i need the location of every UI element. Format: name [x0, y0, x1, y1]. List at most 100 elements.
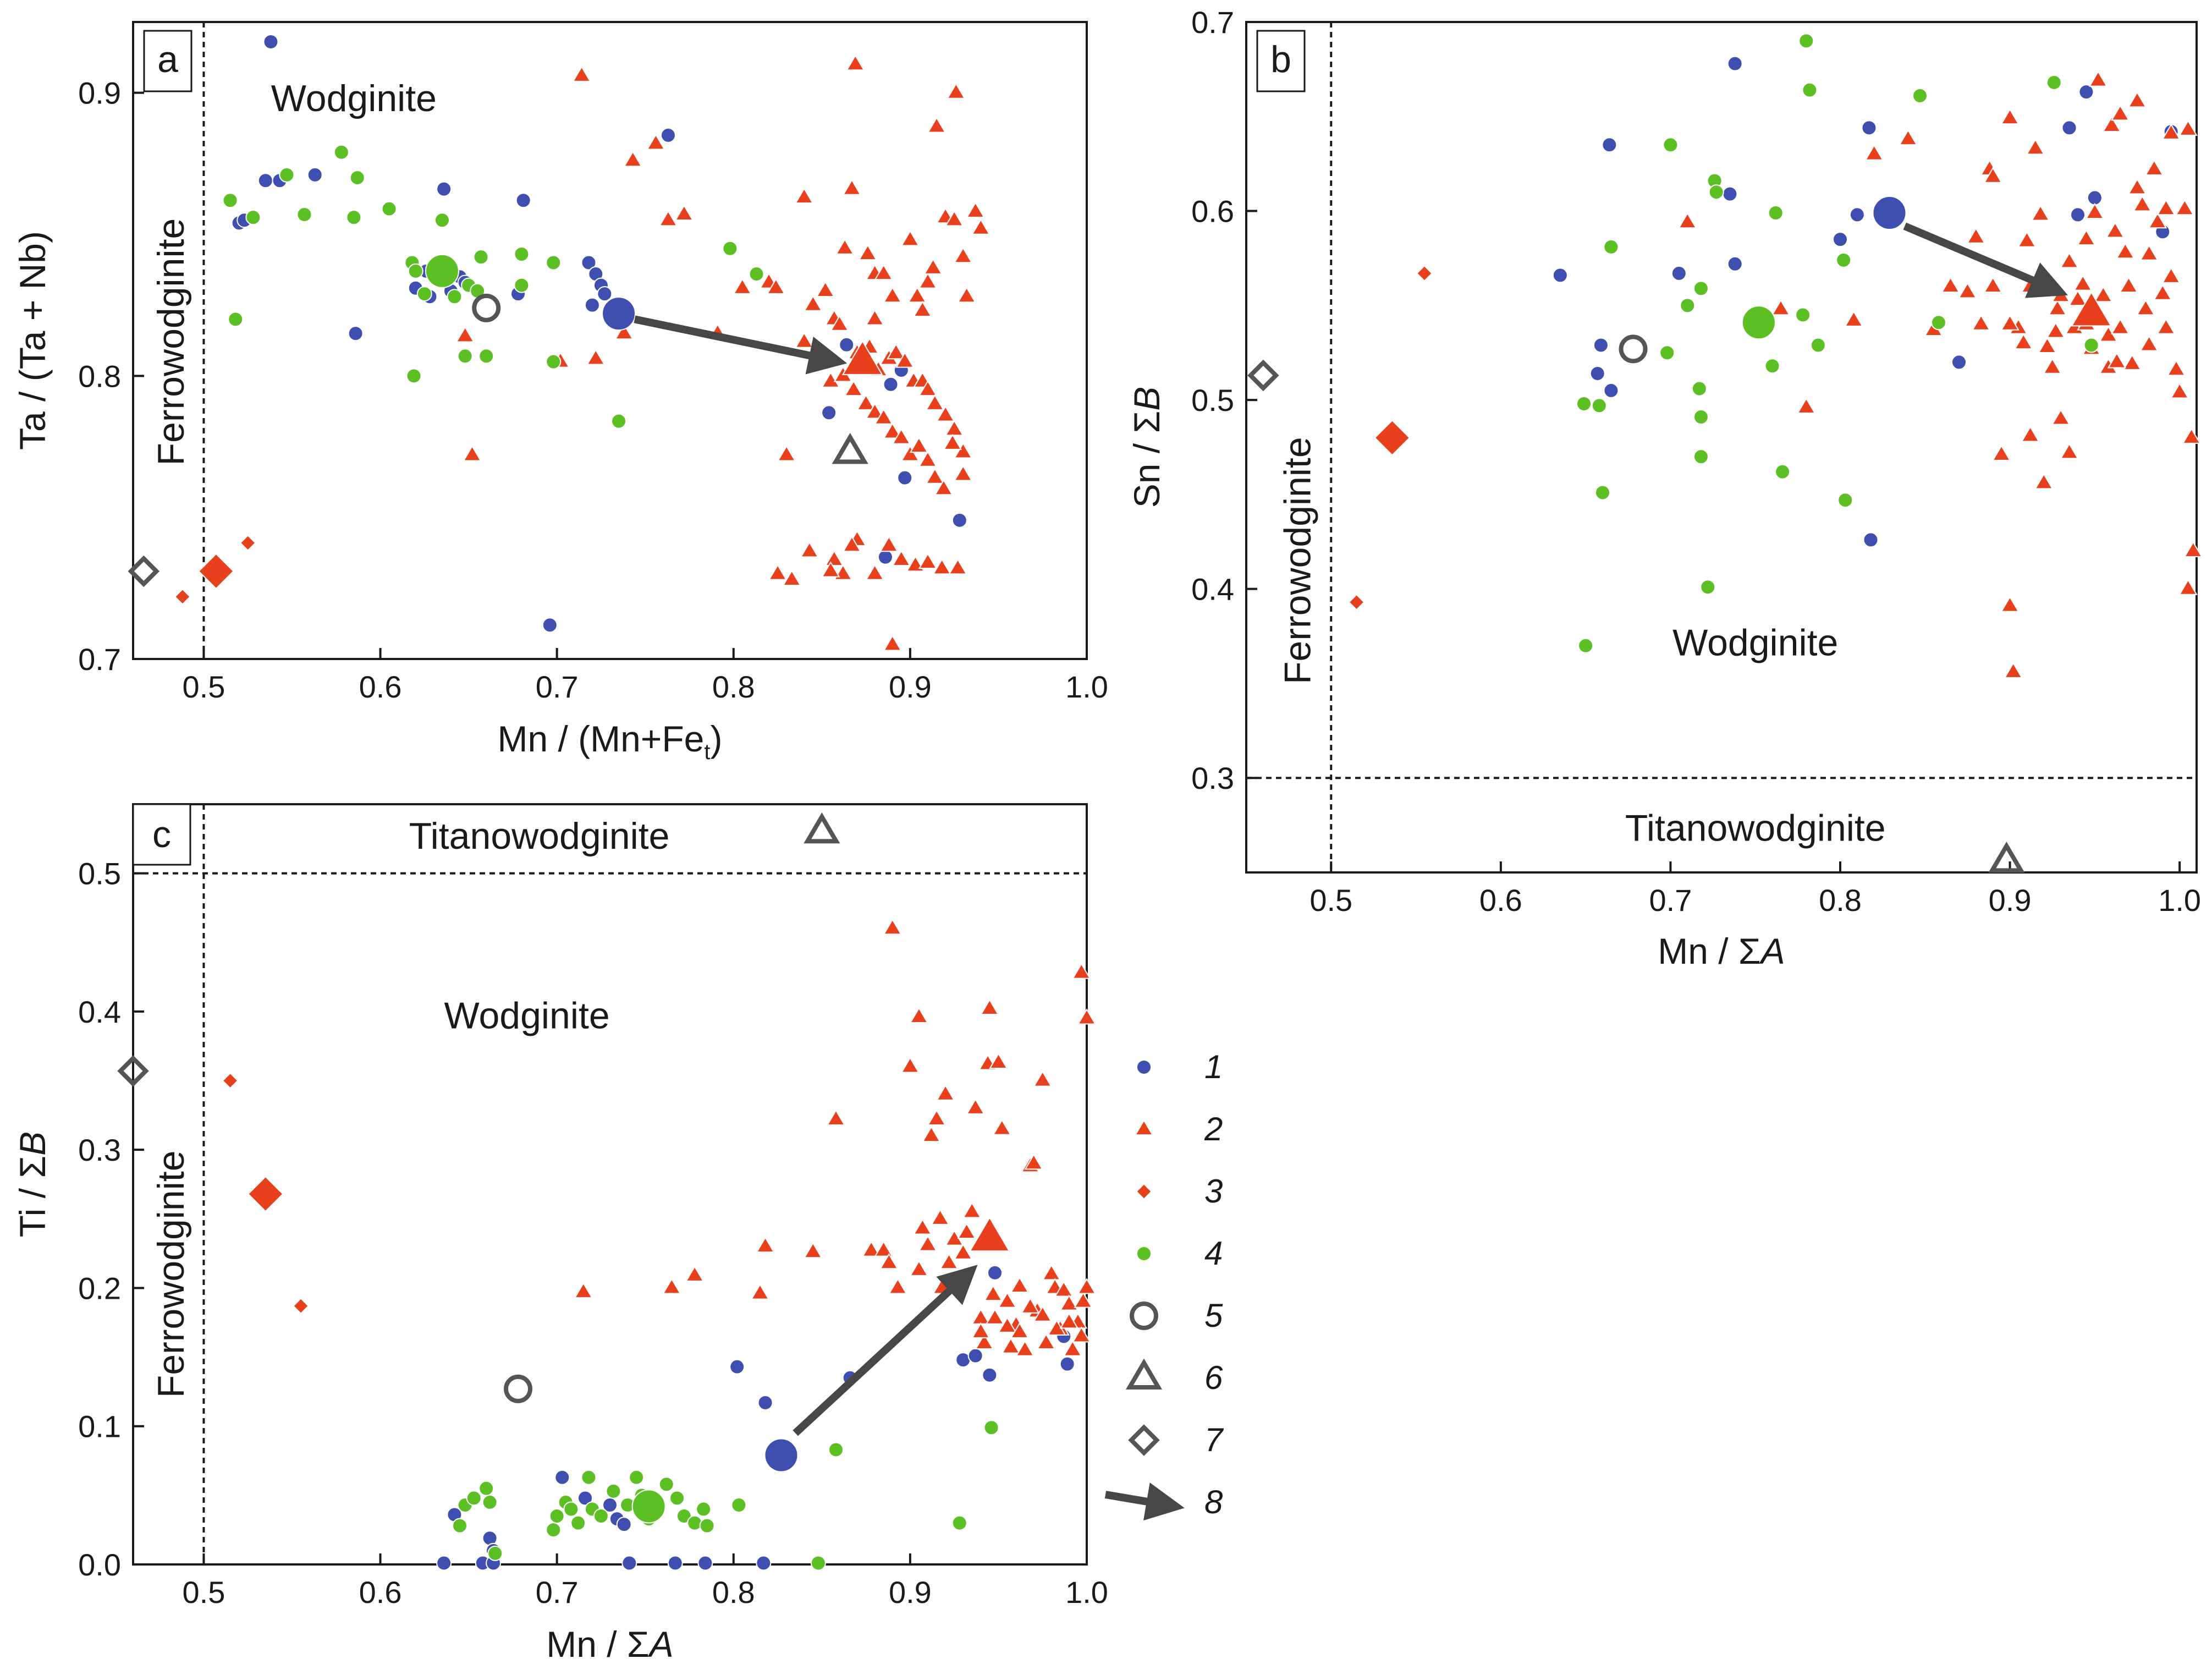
panel-b-point-1: [1552, 267, 1568, 283]
panel-b-point-4: [1591, 398, 1607, 414]
panel-a-point-2: [925, 468, 945, 484]
panel-a-point-2: [954, 465, 973, 481]
panel-c-point-1: [1059, 1356, 1075, 1372]
panel-b-point-2: [2043, 358, 2062, 374]
panel-b-point-2: [2068, 289, 2088, 306]
panel-c-point-2: [1033, 1070, 1052, 1087]
panel-c-point-2-mean: [969, 1216, 1010, 1252]
panel-b-region-titanowodginite: Titanowodginite: [1625, 807, 1886, 849]
panel-b-point-2: [2021, 426, 2040, 442]
panel-b-point-1: [1833, 232, 1848, 248]
panel-a-point-4: [349, 170, 365, 186]
panel-c-point-2: [1010, 1276, 1030, 1293]
panel-a-point-2: [944, 210, 964, 227]
panel-a-point-2: [971, 218, 991, 235]
legend-label: 3: [1204, 1173, 1223, 1210]
legend-label: 2: [1204, 1111, 1223, 1147]
panel-b-point-2: [1797, 397, 1816, 414]
panel-c-point-2: [862, 1240, 881, 1257]
panel-a-point-2: [947, 83, 966, 99]
panel-a-point-2: [909, 436, 929, 453]
panel-a-point-2: [856, 394, 876, 410]
panel-c-point-4: [581, 1469, 597, 1485]
panel-c-point-4: [699, 1518, 715, 1534]
panel-b-point-2: [2060, 443, 2079, 459]
panel-c-point-1-mean: [764, 1438, 799, 1473]
panel-b-ylabel: Sn / ΣB: [1126, 387, 1167, 508]
panel-b-point-2: [2014, 333, 2033, 350]
panel-c-point-2: [957, 1222, 976, 1239]
panel-a-point-1: [883, 376, 899, 392]
panel-b-arrows: [1903, 222, 2068, 298]
panel-b-region-labels: Wodginite Titanowodginite Ferrowodginite: [1277, 437, 1886, 849]
panel-c-letter: c: [152, 814, 171, 855]
panel-b-point-2: [2127, 91, 2147, 108]
panel-b-letter-box: [1256, 30, 1306, 92]
panel-a-point-4: [346, 210, 362, 226]
panel-b-xtick-label: 0.6: [1479, 883, 1522, 918]
panel-a-points: [128, 34, 991, 651]
panel-a-point-2: [887, 343, 906, 360]
panel-c-point-1: [697, 1555, 713, 1571]
panel-c-point-2: [909, 1007, 929, 1024]
panel-c-point-2: [1001, 1337, 1021, 1354]
panel-b-trend-arrow: [1903, 222, 2068, 298]
panel-c-point-3: [222, 1072, 239, 1089]
panel-a-point-2: [948, 558, 967, 575]
panel-a-point-2: [830, 315, 849, 331]
panel-c-point-2: [1074, 1292, 1093, 1308]
panel-c-ytick-label: 0.0: [78, 1547, 121, 1582]
legend-item-7: 7: [1128, 1421, 1224, 1458]
panel-b-xlabel: Mn / ΣA: [1658, 931, 1785, 971]
panel-b-point-1: [2070, 207, 2086, 223]
legend-label: 8: [1204, 1484, 1223, 1520]
panel-b-ytick-label: 0.6: [1191, 194, 1234, 229]
panel-b: 0.5 0.6 0.7 0.8 0.9 1.0 0.3 0.4 0.5 0.6 0.7 Wodgin…: [1126, 5, 2203, 971]
panel-b-point-4: [1798, 33, 1814, 49]
panel-b-point-4: [1930, 315, 1946, 331]
panel-b-point-2: [2060, 252, 2079, 268]
panel-b-point-4: [1693, 409, 1709, 425]
panel-a: 0.5 0.6 0.7 0.8 0.9 1.0 0.7 0.8 0.9 Wodginite Fer…: [12, 21, 1108, 764]
panel-b-point-2: [2051, 409, 2071, 425]
panel-c-point-4: [951, 1515, 967, 1531]
panel-a-point-4: [478, 348, 494, 364]
panel-c-point-1: [967, 1348, 983, 1364]
panel-c-point-2: [883, 918, 902, 935]
panel-b-point-1: [1727, 256, 1743, 272]
panel-b-point-1: [2061, 120, 2077, 136]
panel-b-point-2: [2031, 205, 2050, 221]
panel-c-region-titanowodginite: Titanowodginite: [409, 815, 670, 857]
panel-a-region-wodginite: Wodginite: [271, 78, 437, 119]
panel-a-point-5: [472, 293, 501, 322]
panel-a-point-2: [907, 286, 927, 303]
panel-a-point-2: [918, 451, 938, 467]
panel-c-point-2: [1072, 963, 1091, 979]
panel-c-xtick-label: 0.6: [359, 1575, 402, 1610]
panel-c-point-2: [1021, 1297, 1040, 1314]
panel-c-point-2: [983, 1284, 1003, 1301]
legend: 1 2 3 4 5 6 7 8: [1104, 1048, 1224, 1521]
panel-c-point-2: [1059, 1312, 1079, 1329]
panel-a-xtick-label: 1.0: [1065, 669, 1108, 704]
panel-a-point-2: [824, 550, 844, 566]
panel-c-point-2: [1024, 1154, 1043, 1170]
panel-a-point-1: [660, 127, 676, 143]
panel-a-point-2: [918, 380, 938, 397]
legend-item-8: 8: [1104, 1482, 1223, 1521]
panel-b-point-2: [2026, 138, 2045, 155]
panel-a-point-2: [957, 286, 976, 303]
panel-c-point-2: [888, 1278, 907, 1294]
panel-c-point-2: [931, 1209, 950, 1225]
panel-b-point-1: [1671, 265, 1687, 281]
panel-a-point-2: [865, 309, 884, 326]
panel-b-point-2: [2048, 299, 2067, 316]
panel-a-point-1: [348, 326, 364, 342]
panel-a-xtick-label: 0.5: [183, 669, 225, 704]
panel-b-point-2: [1983, 276, 2002, 293]
legend-item-6: 6: [1125, 1358, 1223, 1396]
panel-c-point-4: [546, 1522, 562, 1538]
panel-c-point-4: [658, 1476, 674, 1492]
panel-a-point-3: [174, 588, 191, 605]
